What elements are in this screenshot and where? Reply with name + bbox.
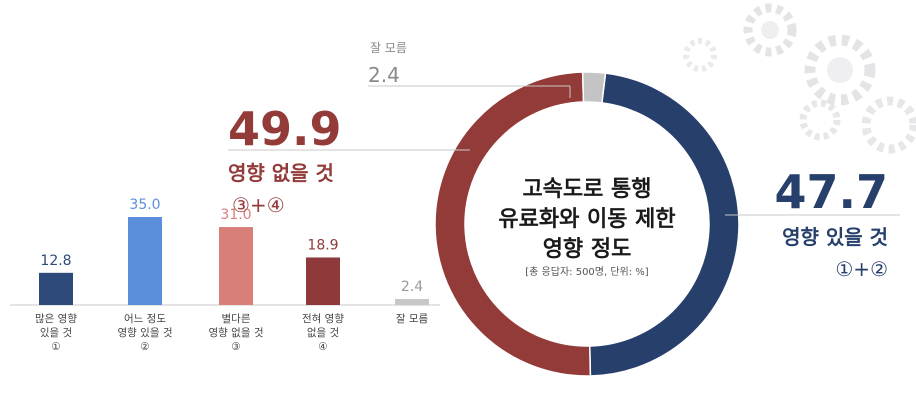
callout-effect-value: 47.7: [775, 165, 889, 219]
bar-category-label-3-line-2: 영향 없을 것: [209, 326, 264, 339]
callout-no-effect-label: 영향 없을 것: [228, 161, 334, 185]
bar-category-label-2-line-1: 어느 정도: [124, 313, 166, 325]
donut-note: [총 응답자: 500명, 단위: %]: [525, 265, 649, 278]
bar-value-label-1: 12.8: [40, 253, 71, 269]
bar-value-label-3: 31.0: [220, 207, 251, 223]
bar-value-label-5: 2.4: [401, 279, 423, 295]
donut-slice-1: [588, 72, 740, 377]
bar-category-label-4-line-3: ④: [318, 341, 327, 353]
bar-category-label-5-line-1: 잘 모름: [396, 313, 429, 325]
bar-category-label-3-line-3: ③: [231, 341, 240, 353]
callout-effect-sum: ①+②: [835, 257, 888, 281]
donut-title-line-2: 유료화와 이동 제한: [498, 207, 675, 232]
bar-category-label-2-line-3: ②: [140, 341, 149, 353]
bar-3: [219, 227, 253, 305]
bar-category-label-4-line-2: 없을 것: [307, 326, 339, 339]
bar-category-label-1-line-3: ①: [51, 341, 60, 353]
bar-category-label-4-line-1: 전혀 영향: [302, 313, 344, 325]
callout-dont-know-label: 잘 모름: [370, 41, 407, 55]
bar-category-label-2-line-2: 영향 있을 것: [118, 327, 173, 339]
callout-no-effect-sum: ③+④: [232, 193, 285, 217]
bar-2: [128, 217, 162, 305]
background-gears-decoration: [683, 3, 916, 154]
bar-5: [395, 298, 429, 305]
donut-slice-3: [581, 71, 607, 104]
callout-dont-know-value: 2.4: [368, 63, 400, 87]
bar-category-label-1-line-2: 있을 것: [40, 327, 72, 339]
bar-4: [306, 257, 340, 305]
bar-category-label-3-line-1: 별다른: [222, 313, 251, 325]
bar-value-label-4: 18.9: [307, 237, 338, 253]
donut-title-line-3: 영향 정도: [543, 237, 632, 262]
donut-callouts: 잘 모름 2.4 49.9 영향 없을 것 ③+④ 47.7 영향 있을 것 ①…: [228, 41, 900, 281]
bar-category-label-1-line-1: 많은 영향: [35, 313, 77, 325]
callout-effect-label: 영향 있을 것: [782, 225, 888, 249]
callout-no-effect-value: 49.9: [228, 102, 342, 156]
donut-slice-2: [434, 71, 592, 377]
bar-value-label-2: 35.0: [129, 197, 160, 213]
bar-1: [39, 272, 73, 305]
donut-title-line-1: 고속도로 통행: [522, 177, 651, 202]
